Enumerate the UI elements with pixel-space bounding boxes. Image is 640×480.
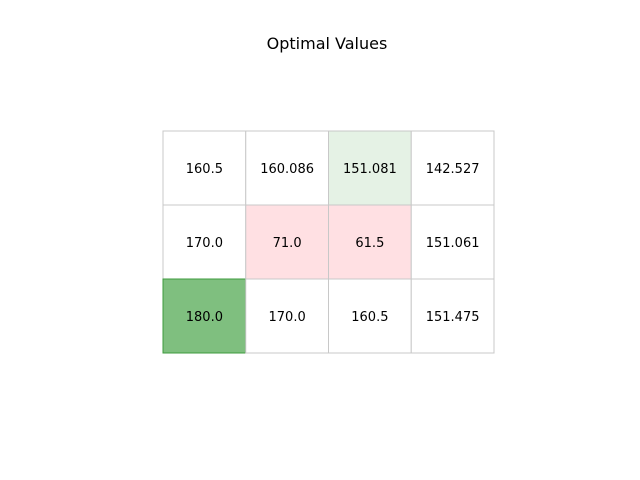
grid-cell-0-3-normal xyxy=(410,130,495,206)
cell-value-label-0-2: 151.081 xyxy=(343,162,397,177)
cell-value-label-0-3: 142.527 xyxy=(426,162,480,177)
grid-cell-2-3-normal xyxy=(410,278,495,354)
grid-cell-2-0-goal xyxy=(162,278,247,354)
grid-cell-1-3-normal xyxy=(410,204,495,280)
cell-value-label-1-0: 170.0 xyxy=(186,236,223,251)
grid-cell-0-0-normal xyxy=(162,130,247,206)
grid-cell-1-1-hazard xyxy=(245,204,329,280)
cell-value-label-0-1: 160.086 xyxy=(260,162,314,177)
grid-cells xyxy=(162,130,495,354)
grid-cell-1-0-normal xyxy=(162,204,247,280)
cell-value-label-1-3: 151.061 xyxy=(426,236,480,251)
grid-cell-2-1-normal xyxy=(245,278,329,354)
cell-value-label-1-2: 61.5 xyxy=(355,236,384,251)
cell-value-label-2-2: 160.5 xyxy=(351,310,388,325)
cell-value-label-1-1: 71.0 xyxy=(273,236,302,251)
cell-value-label-2-1: 170.0 xyxy=(269,310,306,325)
cell-value-label-2-0: 180.0 xyxy=(186,310,223,325)
grid-cell-labels: 160.5 160.086 151.081 142.527 170.0 71.0 61.5 1… xyxy=(186,162,480,325)
grid-cell-0-1-normal xyxy=(245,130,329,206)
cell-value-label-2-3: 151.475 xyxy=(426,310,480,325)
chart-title: Optimal Values xyxy=(267,34,388,53)
grid-cell-0-2-start xyxy=(328,130,412,206)
cell-value-label-0-0: 160.5 xyxy=(186,162,223,177)
